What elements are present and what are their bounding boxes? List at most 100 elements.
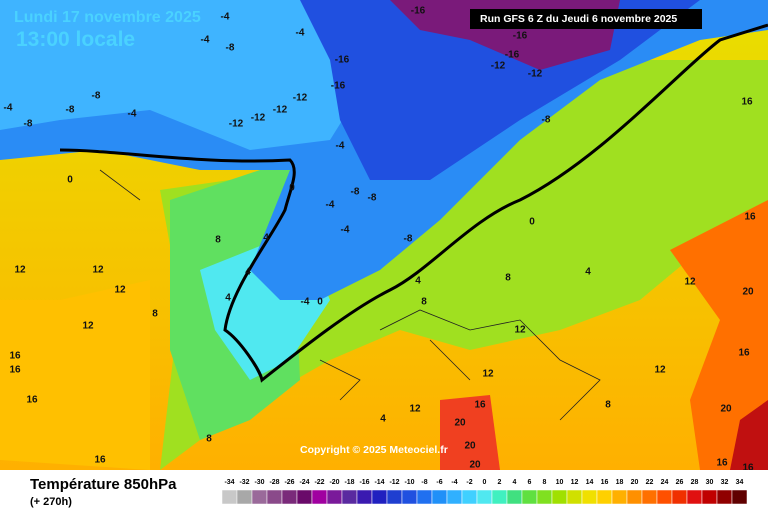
legend-swatch: [326, 489, 343, 505]
contour-label: 12: [482, 369, 494, 380]
contour-label: 8: [152, 309, 158, 320]
contour-label: 12: [82, 321, 94, 332]
contour-label: -4: [296, 28, 305, 39]
legend-label: 0: [483, 479, 487, 486]
legend-label: 22: [646, 479, 654, 486]
contour-label: -12: [229, 119, 244, 130]
contour-label: 12: [92, 265, 104, 276]
contour-label: 8: [215, 235, 221, 246]
contour-label: -12: [491, 61, 506, 72]
contour-label: -12: [528, 69, 543, 80]
contour-label: 16: [741, 97, 753, 108]
legend-label: -16: [359, 479, 369, 486]
contour-label: -4: [341, 225, 350, 236]
contour-label: 12: [684, 277, 696, 288]
contour-label: -8: [226, 43, 235, 54]
legend-swatch: [311, 489, 328, 505]
legend-label: -18: [344, 479, 354, 486]
legend-swatch: [656, 489, 673, 505]
legend-swatch: [521, 489, 538, 505]
legend-label: 12: [571, 479, 579, 486]
contour-label: -4: [221, 12, 230, 23]
run-label: Run GFS 6 Z du Jeudi 6 novembre 2025: [480, 13, 677, 25]
contour-label: 16: [94, 455, 106, 466]
date-label: Lundi 17 novembre 2025: [14, 9, 201, 26]
contour-label: -16: [411, 6, 426, 17]
legend-label: 30: [706, 479, 714, 486]
legend-label: 8: [543, 479, 547, 486]
contour-label: 4: [380, 414, 386, 425]
legend-label: -20: [329, 479, 339, 486]
legend-label: 4: [513, 479, 517, 486]
contour-label: 20: [720, 404, 732, 415]
legend-swatch: [221, 489, 238, 505]
legend-swatch: [371, 489, 388, 505]
legend-label: -12: [389, 479, 399, 486]
legend-swatch: [506, 489, 523, 505]
contour-label: -16: [335, 55, 350, 66]
contour-label: 4: [225, 293, 231, 304]
contour-label: 8: [421, 297, 427, 308]
contour-label: -4: [128, 109, 137, 120]
legend-label: -22: [314, 479, 324, 486]
contour-label: -12: [293, 93, 308, 104]
legend-label: -8: [421, 479, 427, 486]
legend-label: 24: [661, 479, 669, 486]
legend-swatch: [266, 489, 283, 505]
legend-swatch: [641, 489, 658, 505]
legend-swatch: [596, 489, 613, 505]
contour-label: 4: [245, 267, 251, 278]
legend-swatch: [401, 489, 418, 505]
contour-label: -8: [404, 234, 413, 245]
legend-label: 26: [676, 479, 684, 486]
contour-label: 8: [505, 273, 511, 284]
contour-label: -16: [513, 31, 528, 42]
legend-swatch: [701, 489, 718, 505]
footer-lead: (+ 270h): [30, 496, 72, 508]
legend-label: 6: [528, 479, 532, 486]
legend-label: 14: [586, 479, 594, 486]
legend-label: 2: [498, 479, 502, 486]
contour-label: 12: [514, 325, 526, 336]
contour-label: -4: [336, 141, 345, 152]
contour-label: 0: [289, 183, 295, 194]
contour-label: -8: [351, 187, 360, 198]
legend-swatch: [581, 489, 598, 505]
contour-label: 20: [454, 418, 466, 429]
legend-label: 18: [616, 479, 624, 486]
contour-label: 16: [9, 365, 21, 376]
contour-label: 0: [67, 175, 73, 186]
contour-label: 20: [469, 460, 481, 471]
contour-label: 20: [464, 441, 476, 452]
contour-label: 4: [263, 233, 269, 244]
legend-swatch: [551, 489, 568, 505]
legend-label: -26: [284, 479, 294, 486]
contour-label: 4: [585, 267, 591, 278]
contour-label: -12: [251, 113, 266, 124]
contour-label: 8: [206, 434, 212, 445]
legend-label: 28: [691, 479, 699, 486]
legend-swatch: [461, 489, 478, 505]
legend-swatch: [296, 489, 313, 505]
legend-swatch: [356, 489, 373, 505]
contour-label: 0: [529, 217, 535, 228]
legend-swatch: [431, 489, 448, 505]
legend-label: -24: [299, 479, 309, 486]
contour-label: 12: [14, 265, 26, 276]
contour-label: -4: [201, 35, 210, 46]
legend-swatch: [731, 489, 748, 505]
legend-swatch: [341, 489, 358, 505]
contour-label: -8: [542, 115, 551, 126]
contour-labels: -4-4-8-4-16-16-16-12-12-16-16-12-12-12-1…: [4, 6, 756, 474]
color-legend: -34 -32 -30 -28 -26 -24 -22 -20 -18 -16 -14 -12 -10-…: [221, 479, 748, 505]
legend-swatch: [566, 489, 583, 505]
map-field: [0, 0, 768, 470]
contour-label: -4: [301, 297, 310, 308]
legend-swatch: [416, 489, 433, 505]
legend-swatch: [491, 489, 508, 505]
contour-label: -16: [505, 50, 520, 61]
legend-label: -2: [466, 479, 472, 486]
contour-label: -8: [66, 105, 75, 116]
legend-swatch: [686, 489, 703, 505]
